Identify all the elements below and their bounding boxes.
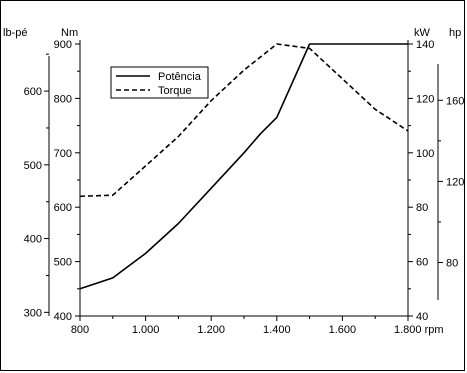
legend: Potência Torque — [110, 66, 209, 99]
y-tick-label-lbpe: 600 — [24, 86, 42, 98]
y-axis-label-nm: Nm — [61, 27, 78, 39]
x-tick-label: 1.200 — [197, 324, 225, 336]
legend-label-potencia: Potência — [158, 71, 202, 83]
y-tick-label-hp: 120 — [446, 176, 464, 188]
legend-label-torque: Torque — [158, 85, 192, 97]
y-tick-label-hp: 160 — [446, 95, 464, 107]
y-tick-label-kw: 60 — [416, 257, 428, 269]
y-tick-label-lbpe: 300 — [24, 307, 42, 319]
y-axis-label-hp: hp — [449, 27, 461, 39]
legend-box — [110, 66, 209, 99]
series-line-potencia — [79, 43, 408, 290]
y-tick-label-nm: 600 — [54, 202, 72, 214]
y-axis-label-lbpe: lb-pé — [3, 27, 27, 39]
y-tick-label-kw: 80 — [416, 202, 428, 214]
x-tick-label: 1.600 — [329, 324, 357, 336]
y-tick-label-nm: 900 — [54, 39, 72, 51]
y-tick-label-kw: 120 — [416, 93, 434, 105]
y-tick-label-nm: 700 — [54, 148, 72, 160]
y-tick-label-kw: 40 — [416, 311, 428, 323]
y-tick-label-lbpe: 400 — [24, 234, 42, 246]
y-axis-label-kw: kW — [414, 27, 431, 39]
x-tick-label: 1.000 — [132, 324, 160, 336]
y-tick-label-nm: 500 — [54, 257, 72, 269]
y-tick-label-nm: 800 — [54, 93, 72, 105]
x-tick-label: 800 — [71, 324, 89, 336]
y-tick-label-kw: 100 — [416, 148, 434, 160]
x-tick-label: 1.400 — [263, 324, 291, 336]
y-tick-label-lbpe: 500 — [24, 160, 42, 172]
y-tick-label-hp: 80 — [446, 258, 458, 270]
y-tick-label-nm: 400 — [54, 311, 72, 323]
x-tick-label: 1.800 rpm — [394, 324, 444, 336]
series-line-torque — [79, 43, 409, 198]
y-tick-label-kw: 140 — [416, 39, 434, 51]
